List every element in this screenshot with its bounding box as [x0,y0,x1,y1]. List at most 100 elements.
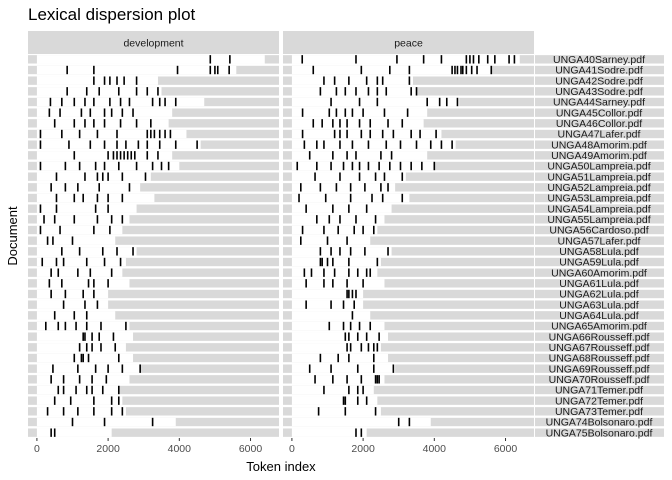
term-occurrence-mark [55,172,58,181]
document-length-bar [291,289,364,299]
document-label: UNGA65Amorim.pdf [551,321,647,333]
term-occurrence-mark [93,119,95,128]
term-occurrence-mark [50,183,52,192]
term-occurrence-mark [332,279,334,288]
term-occurrence-mark [100,343,102,352]
term-occurrence-mark [356,364,359,373]
term-occurrence-mark [332,375,334,384]
term-occurrence-mark [135,76,138,85]
term-occurrence-mark [348,385,350,395]
term-occurrence-mark [410,87,412,96]
term-occurrence-mark [472,55,475,64]
document-length-bar [36,161,180,171]
term-occurrence-mark [62,385,65,395]
document-length-bar [291,321,385,331]
document-band [283,279,534,288]
term-occurrence-mark [330,300,332,309]
term-occurrence-mark [367,161,370,171]
term-occurrence-mark [328,321,331,331]
term-occurrence-mark [355,55,357,64]
term-occurrence-mark [62,257,65,267]
term-occurrence-mark [312,119,315,128]
document-label: UNGA74Bolsonaro.pdf [546,417,653,429]
term-occurrence-mark [53,311,56,320]
term-occurrence-mark [328,215,331,224]
term-occurrence-mark [369,268,372,277]
document-length-bar [291,119,424,128]
term-occurrence-mark [73,97,76,107]
term-occurrence-mark [330,364,332,373]
term-occurrence-mark [85,343,88,352]
term-occurrence-mark [387,247,389,256]
document-band [283,375,534,384]
term-occurrence-mark [80,108,83,117]
term-occurrence-mark [93,76,95,85]
term-occurrence-mark [48,108,51,117]
term-occurrence-mark [61,247,63,256]
term-occurrence-mark [84,97,86,107]
document-length-bar [36,279,130,288]
term-occurrence-mark [167,161,170,171]
term-occurrence-mark [365,396,368,405]
term-occurrence-mark [84,172,86,181]
term-occurrence-mark [389,161,391,171]
document-label: UNGA60Amorim.pdf [551,267,647,279]
term-occurrence-mark [376,76,379,85]
term-occurrence-mark [146,129,149,139]
document-label: UNGA42Sodre.pdf [555,75,643,87]
term-occurrence-mark [319,353,322,363]
document-length-bar [36,247,137,256]
term-occurrence-mark [344,332,347,341]
term-occurrence-mark [339,129,341,139]
term-occurrence-mark [176,65,179,75]
term-occurrence-mark [490,65,493,75]
document-band [283,407,534,416]
document-label: UNGA68Rousseff.pdf [549,353,650,365]
document-label: UNGA67Rousseff.pdf [549,342,650,354]
term-occurrence-mark [103,119,106,128]
term-occurrence-mark [62,375,65,384]
document-length-bar [291,225,378,235]
term-occurrence-mark [116,129,118,139]
term-occurrence-mark [374,172,377,181]
term-occurrence-mark [348,332,350,341]
document-band [283,257,534,267]
document-length-bar [36,428,112,437]
document-length-bar [291,385,374,395]
term-occurrence-mark [372,225,375,235]
document-band [283,343,534,352]
term-occurrence-mark [117,161,120,171]
term-occurrence-mark [50,289,52,299]
document-band [28,225,279,235]
term-occurrence-mark [316,215,318,224]
term-occurrence-mark [62,300,65,309]
term-occurrence-mark [362,385,364,395]
term-occurrence-mark [119,257,122,267]
document-length-bar [36,225,123,235]
term-occurrence-mark [53,119,56,128]
x-axis-title: Token index [246,459,316,474]
facet-panel-peace: peace 0 2000 4000 6000 [283,31,534,455]
document-length-bar [291,108,428,117]
term-occurrence-mark [408,65,411,75]
document-label-bg [535,364,664,373]
term-occurrence-mark [348,353,350,363]
term-occurrence-mark [372,353,375,363]
term-occurrence-mark [45,321,47,331]
term-occurrence-mark [323,140,325,149]
document-length-bar [36,353,134,363]
document-band [283,300,534,309]
term-occurrence-mark [55,204,58,213]
document-label-bg [535,129,664,139]
term-occurrence-mark [332,119,334,128]
document-length-bar [36,65,237,75]
term-occurrence-mark [333,129,336,139]
document-length-bar [291,428,367,437]
document-length-bar [36,55,265,64]
term-occurrence-mark [77,268,79,277]
document-length-bar [36,417,176,427]
term-occurrence-mark [146,87,149,96]
document-length-bar [291,215,385,224]
term-occurrence-mark [164,129,166,139]
term-occurrence-mark [445,97,448,107]
